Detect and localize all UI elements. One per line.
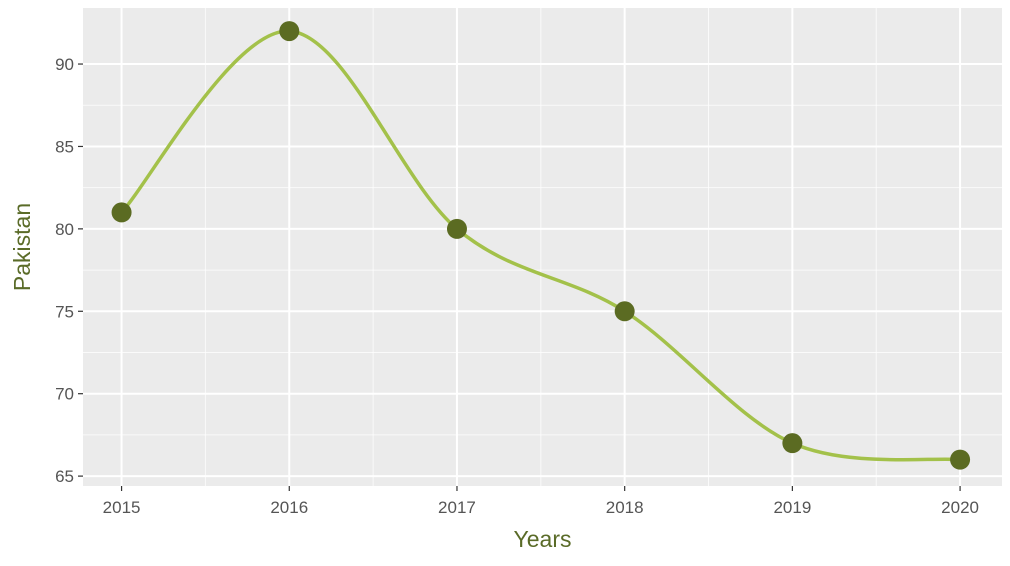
data-point xyxy=(446,218,467,239)
data-point xyxy=(279,21,300,42)
y-tick-label: 75 xyxy=(55,302,74,321)
y-tick-label: 80 xyxy=(55,220,74,239)
x-tick-label: 2016 xyxy=(270,498,308,517)
x-tick-label: 2020 xyxy=(941,498,979,517)
data-point xyxy=(950,449,971,470)
y-tick-label: 85 xyxy=(55,137,74,156)
x-tick-label: 2018 xyxy=(606,498,644,517)
data-point xyxy=(614,301,635,322)
minor-gridlines xyxy=(83,8,1002,486)
major-gridlines xyxy=(83,8,1002,486)
plot-panel xyxy=(83,8,1002,486)
y-axis-title: Pakistan xyxy=(9,203,35,291)
x-axis-ticks: 2015 2016 2017 2018 2019 2020 xyxy=(103,486,979,517)
y-tick-label: 65 xyxy=(55,467,74,486)
x-axis-title: Years xyxy=(514,526,572,552)
x-tick-label: 2015 xyxy=(103,498,141,517)
x-tick-label: 2019 xyxy=(773,498,811,517)
points-layer xyxy=(111,21,971,470)
y-tick-label: 90 xyxy=(55,55,74,74)
data-point xyxy=(782,433,803,454)
y-tick-label: 70 xyxy=(55,385,74,404)
x-tick-label: 2017 xyxy=(438,498,476,517)
y-axis-ticks: 65 70 75 80 85 90 xyxy=(55,55,83,486)
data-point xyxy=(111,202,132,223)
